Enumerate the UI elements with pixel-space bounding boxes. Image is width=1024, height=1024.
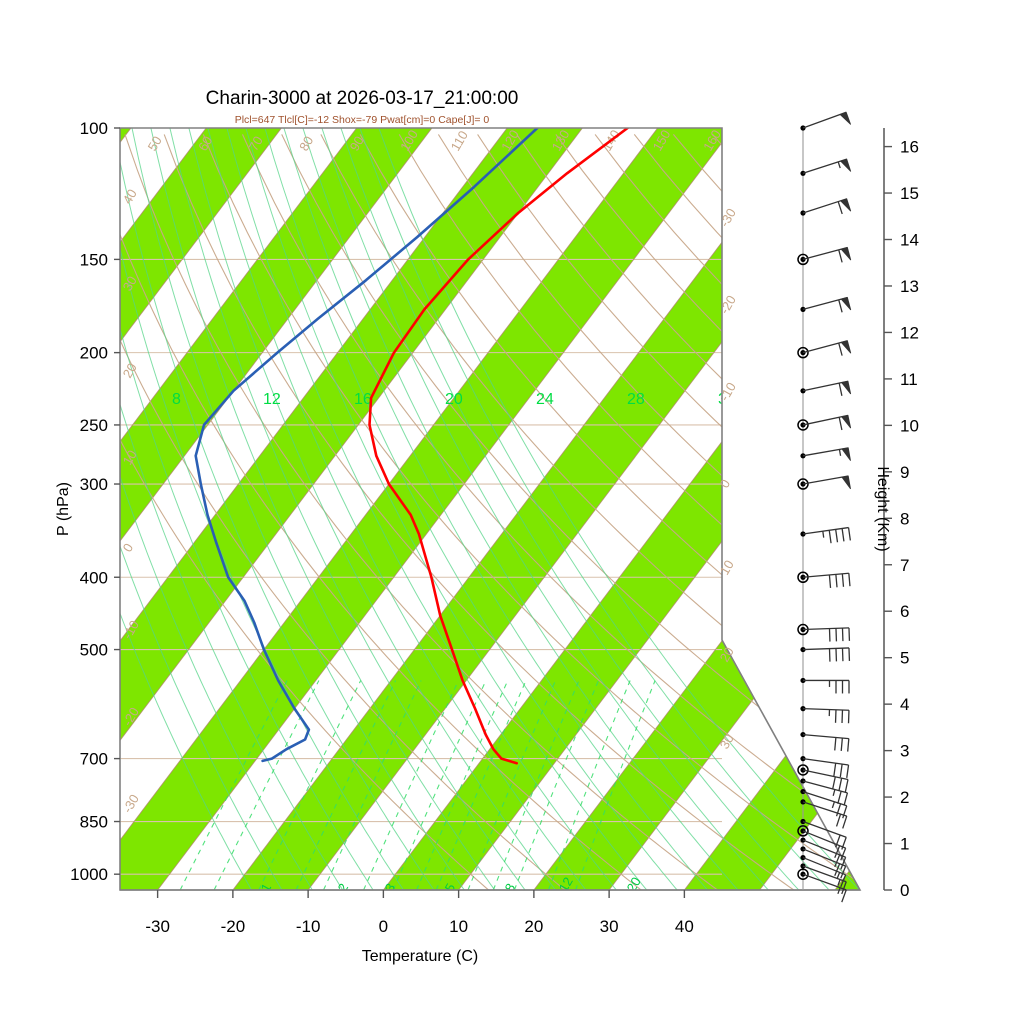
svg-text:2: 2 <box>335 881 352 895</box>
svg-text:12: 12 <box>900 323 919 342</box>
svg-text:-30: -30 <box>120 792 142 816</box>
svg-text:5: 5 <box>442 881 459 895</box>
svg-text:3: 3 <box>382 881 399 895</box>
svg-text:40: 40 <box>675 917 694 936</box>
svg-text:16: 16 <box>354 391 372 408</box>
svg-text:15: 15 <box>900 184 919 203</box>
svg-text:500: 500 <box>80 641 108 660</box>
svg-text:80: 80 <box>296 133 316 153</box>
svg-text:30: 30 <box>717 731 737 751</box>
svg-text:100: 100 <box>80 119 108 138</box>
svg-text:20: 20 <box>624 874 644 894</box>
svg-text:-30: -30 <box>717 206 739 230</box>
svg-text:13: 13 <box>900 277 919 296</box>
svg-text:90: 90 <box>347 133 367 153</box>
svg-text:2: 2 <box>900 788 909 807</box>
svg-text:400: 400 <box>80 568 108 587</box>
svg-text:4: 4 <box>900 695 909 714</box>
svg-text:0: 0 <box>379 917 388 936</box>
svg-text:7: 7 <box>900 556 909 575</box>
svg-text:8: 8 <box>502 881 519 895</box>
svg-text:200: 200 <box>80 344 108 363</box>
svg-text:20: 20 <box>524 917 543 936</box>
svg-text:9: 9 <box>900 463 909 482</box>
chart-subtitle: Plcl=647 Tlcl[C]=-12 Shox=-79 Pwat[cm]=0… <box>234 114 490 126</box>
svg-text:20: 20 <box>445 391 463 408</box>
svg-text:3: 3 <box>900 742 909 761</box>
svg-text:30: 30 <box>600 917 619 936</box>
svg-text:8: 8 <box>900 509 909 528</box>
svg-text:5: 5 <box>900 649 909 668</box>
height-axis-title: Height (Km) <box>874 466 891 552</box>
svg-text:700: 700 <box>80 750 108 769</box>
svg-text:1: 1 <box>900 835 909 854</box>
y-axis-title: P (hPa) <box>55 482 72 536</box>
svg-text:14: 14 <box>900 231 919 250</box>
chart-title: Charin-3000 at 2026-03-17_21:00:00 <box>205 88 519 109</box>
svg-text:50: 50 <box>145 133 165 153</box>
svg-text:0: 0 <box>900 881 909 900</box>
svg-text:6: 6 <box>900 602 909 621</box>
svg-text:28: 28 <box>627 391 645 408</box>
svg-text:150: 150 <box>80 250 108 269</box>
svg-text:60: 60 <box>195 133 215 153</box>
svg-text:1000: 1000 <box>70 865 108 884</box>
svg-text:1: 1 <box>258 881 275 895</box>
svg-text:20: 20 <box>717 644 737 664</box>
svg-text:10: 10 <box>717 557 737 577</box>
svg-text:-10: -10 <box>296 917 321 936</box>
svg-text:250: 250 <box>80 416 108 435</box>
svg-text:11: 11 <box>900 370 918 389</box>
svg-text:8: 8 <box>172 391 181 408</box>
svg-text:10: 10 <box>449 917 468 936</box>
svg-text:850: 850 <box>80 813 108 832</box>
svg-text:70: 70 <box>246 133 266 153</box>
svg-text:30: 30 <box>120 273 140 293</box>
svg-text:-30: -30 <box>145 917 170 936</box>
svg-text:300: 300 <box>80 475 108 494</box>
svg-text:110: 110 <box>448 128 471 153</box>
svg-text:10: 10 <box>120 447 140 467</box>
svg-text:40: 40 <box>120 186 140 206</box>
svg-text:10: 10 <box>900 416 919 435</box>
svg-text:16: 16 <box>900 138 919 157</box>
svg-text:-20: -20 <box>221 917 246 936</box>
svg-text:24: 24 <box>536 391 554 408</box>
svg-text:12: 12 <box>263 391 281 408</box>
svg-text:20: 20 <box>120 360 140 380</box>
x-axis-title: Temperature (C) <box>361 948 479 965</box>
